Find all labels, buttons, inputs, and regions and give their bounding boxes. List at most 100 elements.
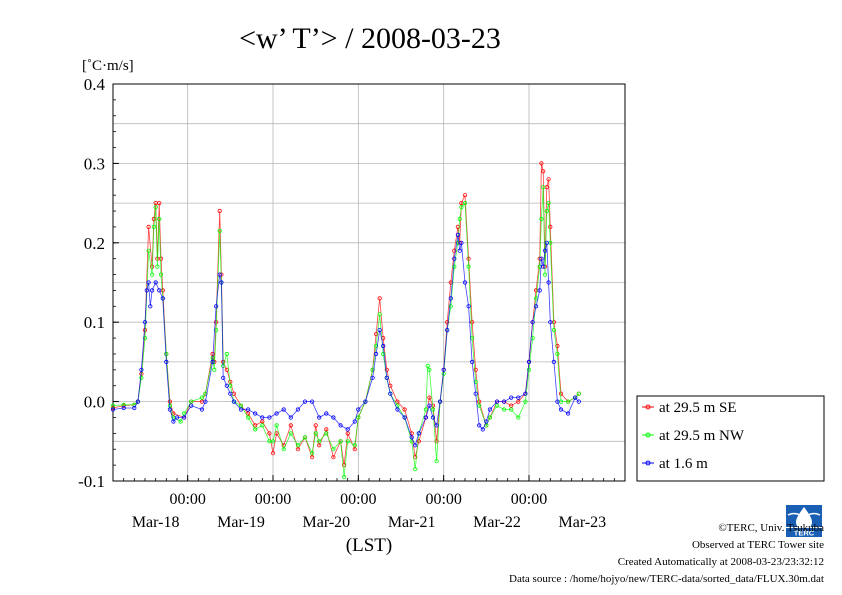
data-point [246,415,251,420]
data-point [295,443,300,448]
legend-swatch-marker [645,404,651,410]
data-point [110,403,116,408]
data-point [473,367,478,372]
data-point [473,391,478,396]
data-point [238,407,244,412]
data-point [142,320,148,325]
data-point [317,443,322,448]
data-point [477,403,482,408]
series-0 [110,161,581,468]
data-point [452,256,457,261]
data-point [345,427,350,432]
data-point [246,407,251,412]
data-point [132,405,137,411]
data-point [541,264,546,269]
data-point [341,462,347,468]
data-point [565,411,571,416]
chart-title: <w’ T’> / 2008-03-23 [239,22,501,55]
data-point [160,296,165,301]
y-tick-label: 0.2 [84,234,105,253]
data-point [437,399,443,404]
data-point [231,399,236,404]
data-point [423,415,428,420]
data-point [537,288,542,293]
data-point [416,439,421,444]
x-date-label: Mar-20 [302,514,350,531]
data-point [309,455,315,460]
data-point [494,403,500,408]
data-point [228,391,233,396]
data-point [501,407,507,412]
data-point [548,224,553,229]
data-point [313,431,318,436]
data-point [238,403,244,408]
data-point [260,415,265,420]
data-point [409,435,414,440]
legend-items: at 29.5 m SE at 29.5 m NW at 1.6 m [642,400,745,472]
y-tick-label: 0.0 [84,393,105,412]
data-point [270,451,276,456]
data-point [395,399,400,404]
data-point [539,161,544,166]
data-point [544,240,549,245]
x-date-label: Mar-19 [217,514,265,531]
data-point [212,367,217,372]
x-date-label: Mar-22 [473,514,521,531]
data-point [402,407,407,412]
data-point [121,405,126,411]
data-point [377,312,382,317]
data-point [526,367,532,372]
data-point [539,256,544,261]
data-point [542,272,548,277]
data-point [430,415,436,420]
data-point [523,391,528,396]
data-point [370,375,375,380]
data-point [267,415,272,420]
data-point [313,423,318,428]
data-point [555,399,560,404]
data-point [427,367,432,372]
data-point [260,423,265,428]
data-point [434,459,439,464]
data-point [253,427,258,432]
data-point [139,367,144,372]
data-point [182,415,187,420]
data-point [469,320,475,325]
data-point [345,431,350,436]
data-point [541,185,546,190]
data-point [324,427,329,432]
data-point [260,419,265,424]
data-point [309,399,315,404]
data-point [546,201,551,206]
series-line [112,234,580,447]
data-point [153,205,158,210]
data-point [224,383,229,388]
data-point [270,439,276,444]
data-point [388,391,393,396]
data-point [509,403,514,408]
data-point [288,431,293,436]
data-point [509,395,514,400]
data-point [189,403,194,408]
data-point [135,399,140,404]
data-point [146,280,151,285]
x-tick-label: 00:00 [169,491,205,508]
data-point [565,399,571,404]
data-point [381,351,386,357]
data-point [203,399,208,404]
data-point [295,447,300,452]
legend-label: at 29.5 m NW [659,428,745,444]
data-point [150,288,155,293]
data-point [153,280,158,285]
data-point [555,343,560,349]
y-tick-label: 0.1 [84,313,105,332]
data-point [221,375,226,380]
data-point [267,431,272,436]
data-point [523,399,528,404]
data-point [373,343,379,349]
data-point [445,327,450,333]
data-point [480,427,485,432]
data-point [576,399,581,404]
data-point [167,407,172,412]
